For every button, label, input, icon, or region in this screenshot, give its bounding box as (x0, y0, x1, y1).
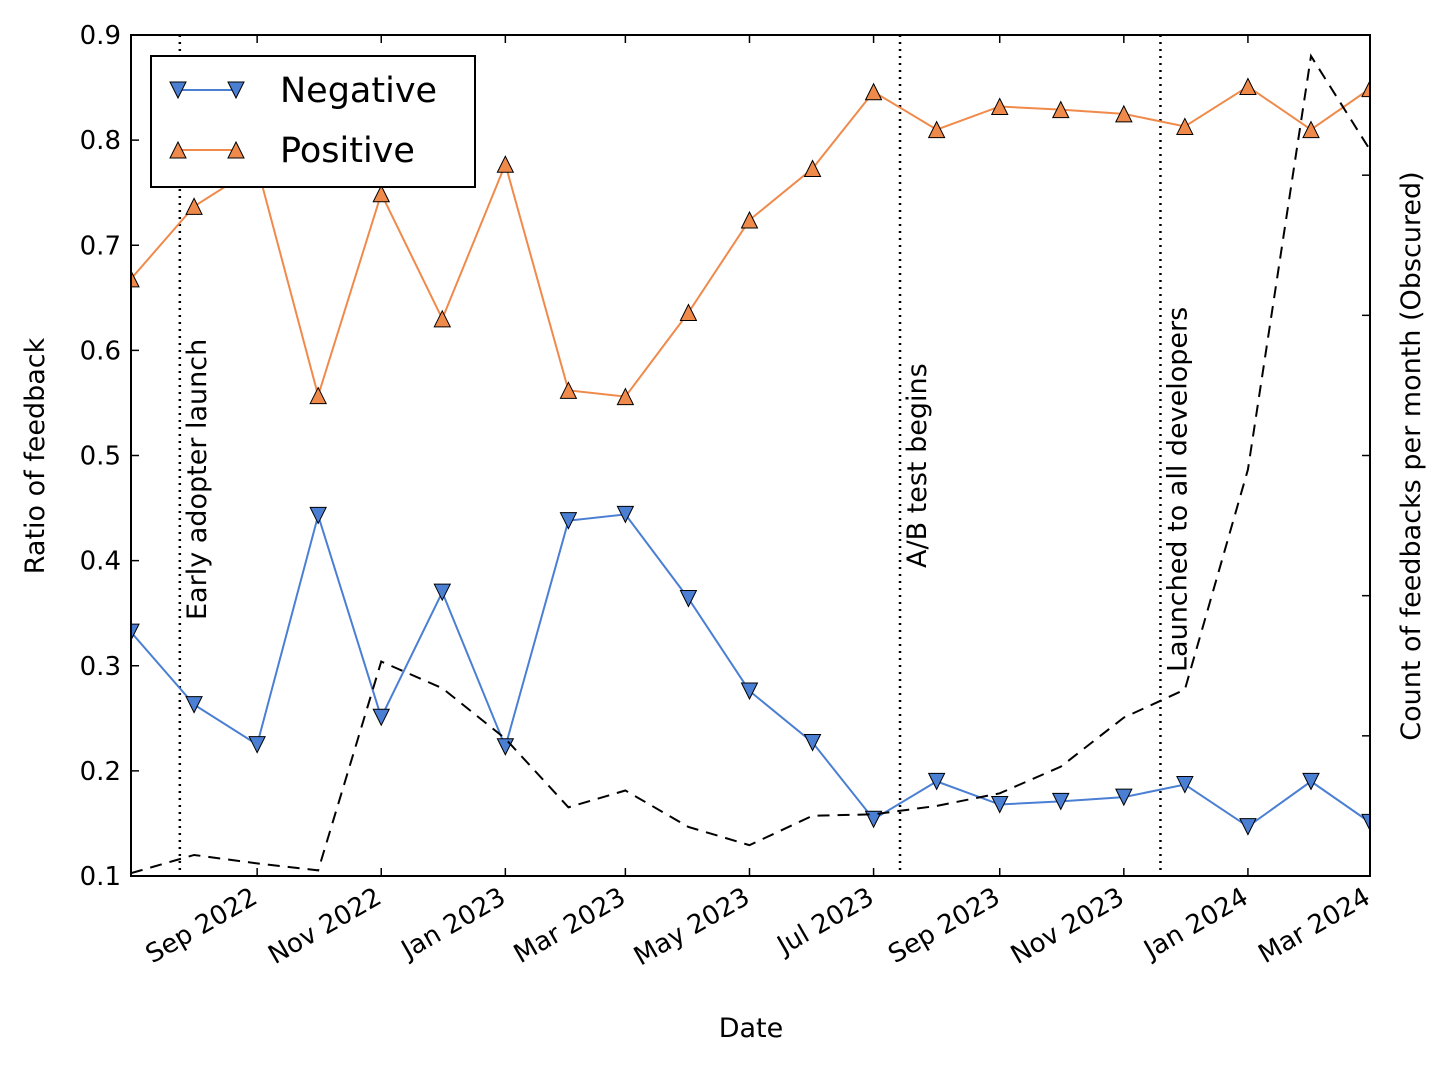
plot (131, 53, 1370, 875)
y-tick-label: 0.9 (80, 21, 121, 51)
x-axis-label: Date (719, 1013, 784, 1044)
marker (803, 733, 822, 752)
marker (1302, 772, 1320, 791)
x-tick-label: Jul 2023 (771, 882, 879, 962)
marker (1115, 788, 1133, 807)
marker (309, 386, 327, 405)
y-tick-label: 0.8 (80, 126, 121, 156)
marker (433, 309, 452, 328)
marker (990, 796, 1009, 814)
x-tick-label: Jan 2024 (1138, 882, 1254, 966)
legend-label: Negative (280, 71, 437, 111)
marker (1361, 813, 1370, 832)
marker (1176, 117, 1194, 135)
marker (927, 772, 946, 791)
y-tick-label: 0.6 (80, 336, 121, 366)
marker (185, 197, 203, 215)
marker (496, 738, 515, 756)
marker (496, 155, 515, 173)
marker (803, 159, 822, 178)
marker (433, 583, 452, 602)
marker (1051, 100, 1070, 119)
x-tick-label: Mar 2023 (509, 882, 631, 970)
marker (1176, 776, 1194, 794)
marker (131, 269, 140, 288)
legend-label: Positive (280, 131, 415, 171)
marker (372, 708, 391, 727)
marker (1051, 792, 1070, 811)
y-tick-label: 0.3 (80, 652, 121, 682)
y-tick-label: 0.1 (80, 862, 121, 892)
y-tick-label: 0.4 (80, 547, 121, 577)
y-tick-label: 0.5 (80, 442, 121, 472)
marker (559, 512, 578, 530)
x-tick-label: May 2023 (629, 882, 755, 972)
marker (559, 381, 578, 399)
marker (185, 696, 203, 714)
marker (616, 387, 635, 406)
legend-box (150, 55, 476, 188)
marker (1361, 79, 1370, 98)
x-tick-label: Jan 2023 (395, 882, 511, 966)
x-tick-label: Nov 2022 (263, 882, 386, 971)
marker (309, 506, 327, 525)
legend-marker (169, 81, 187, 100)
y2-axis-label: Count of feedbacks per month (Obscured) (1396, 171, 1427, 740)
marker (864, 810, 883, 829)
marker (740, 682, 759, 701)
marker (679, 303, 698, 322)
marker (679, 589, 698, 608)
x-tick-label: Mar 2024 (1254, 882, 1376, 970)
marker (616, 505, 635, 524)
x-tick-label: Sep 2023 (883, 882, 1005, 970)
marker (1115, 104, 1133, 123)
marker (864, 82, 883, 101)
y-tick-label: 0.7 (80, 231, 121, 261)
marker (1239, 77, 1257, 96)
series-line (131, 53, 1370, 875)
marker (248, 736, 266, 754)
annotation-text: A/B test begins (902, 363, 933, 568)
legend-marker (227, 81, 245, 100)
marker (372, 184, 391, 203)
legend-marker (227, 140, 245, 159)
marker (1302, 120, 1320, 139)
x-tick-label: Sep 2022 (141, 882, 263, 970)
legend-marker (169, 140, 187, 159)
legend: Negative Positive (150, 55, 476, 188)
marker (990, 97, 1009, 115)
y-tick-label: 0.2 (80, 757, 121, 787)
marker (131, 623, 140, 642)
annotation-text: Launched to all developers (1162, 307, 1193, 672)
annotation-text: Early adopter launch (182, 339, 213, 620)
marker (740, 210, 759, 229)
marker (1239, 818, 1257, 836)
y-axis-label: Ratio of feedback (20, 337, 51, 574)
x-tick-label: Nov 2023 (1006, 882, 1129, 971)
plot-frame (130, 34, 1371, 877)
marker (927, 120, 946, 139)
